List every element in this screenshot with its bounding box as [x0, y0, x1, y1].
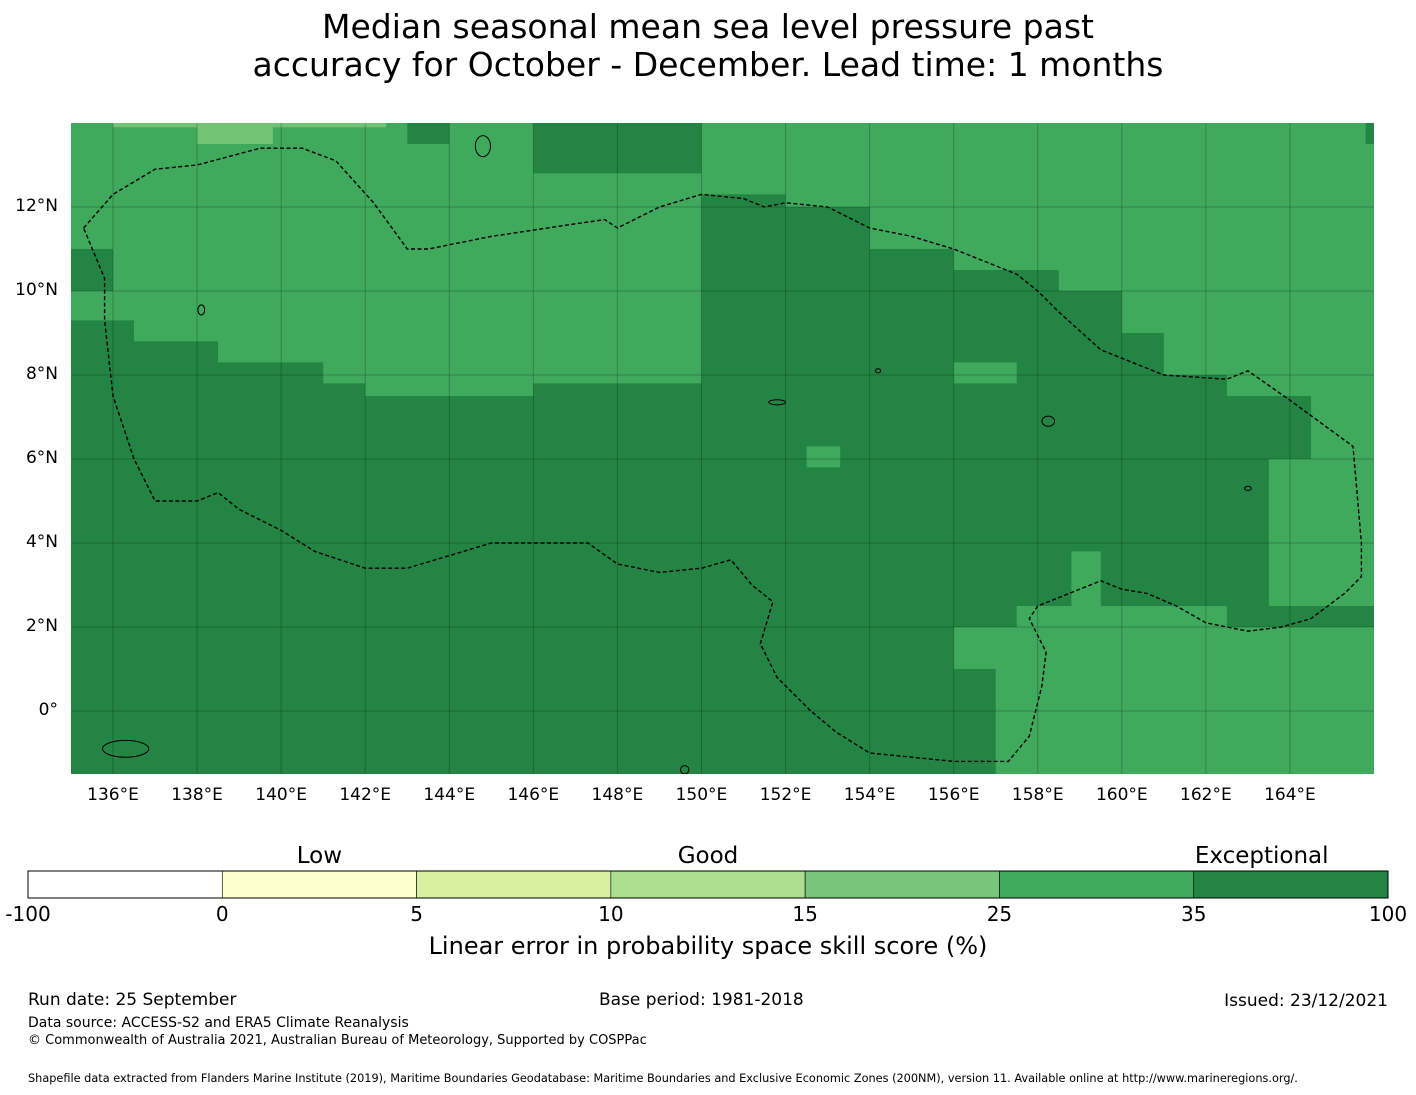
colorbar-category-label: Good [677, 843, 739, 869]
issued-date: Issued: 23/12/2021 [1224, 991, 1388, 1011]
colorbar-segment-0 [27, 870, 223, 899]
skill-region-3 [806, 446, 841, 468]
colorbar-tick-label: 5 [410, 902, 423, 926]
skill-region-7 [533, 123, 702, 174]
island-outline-7 [679, 765, 690, 774]
lat-tick-label: 10°N [15, 280, 58, 300]
lon-tick-label: 152°E [759, 785, 812, 805]
lat-tick-label: 6°N [25, 448, 58, 468]
lon-tick-label: 154°E [843, 785, 896, 805]
colorbar-tick-label: 10 [598, 902, 624, 926]
colorbar-tick-label: 35 [1180, 902, 1207, 926]
base-period: Base period: 1981-2018 [599, 990, 804, 1010]
colorbar-segment-5 [999, 870, 1195, 899]
colorbar-segment-2 [416, 870, 612, 899]
colorbar-tick-label: 0 [215, 902, 229, 926]
colorbar-category-label: Low [296, 843, 343, 869]
island-outline-3 [1244, 485, 1252, 491]
lon-tick-label: 162°E [1180, 785, 1232, 805]
island-outline-4 [768, 399, 787, 406]
colorbar-tick-label: 25 [986, 902, 1013, 926]
lat-tick-label: 0° [38, 700, 58, 720]
lon-tick-label: 150°E [675, 785, 728, 805]
lat-tick-label: 12°N [15, 196, 58, 216]
colorbar-tick-label: -100 [5, 902, 51, 926]
lon-tick-label: 144°E [423, 785, 476, 805]
colorbar-segment-1 [221, 870, 417, 899]
lon-tick-label: 160°E [1095, 785, 1148, 805]
chart-title: Median seasonal mean sea level pressure … [0, 8, 1416, 84]
colorbar-segment-6 [1193, 870, 1389, 899]
island-outline-0 [474, 135, 491, 158]
skill-region-9 [1365, 123, 1374, 144]
island-outline-2 [1041, 415, 1056, 427]
colorbar-tick-label: 100 [1368, 902, 1408, 926]
skill-region-2 [1268, 396, 1374, 606]
eez-boundary [82, 147, 1363, 763]
lon-tick-label: 138°E [171, 785, 223, 805]
skill-region-8 [71, 249, 113, 291]
lon-tick-label: 148°E [591, 785, 644, 805]
lat-tick-label: 2°N [25, 616, 58, 636]
title-line-1: Median seasonal mean sea level pressure … [322, 7, 1094, 46]
skill-region-5 [407, 375, 492, 396]
island-outline-5 [874, 368, 882, 374]
copyright: © Commonwealth of Australia 2021, Austra… [28, 1033, 647, 1048]
lon-tick-label: 164°E [1264, 785, 1316, 805]
colorbar-segment-4 [804, 870, 1000, 899]
lat-tick-label: 8°N [25, 364, 58, 384]
lon-tick-label: 140°E [255, 785, 307, 805]
skill-region-4 [953, 362, 1017, 384]
colorbar-tick-label: 15 [792, 902, 818, 926]
island-outline-1 [197, 304, 206, 316]
colorbar-segment-3 [610, 870, 806, 899]
colorbar-category-label: Exceptional [1194, 843, 1329, 869]
lat-tick-label: 4°N [25, 532, 58, 552]
skill-region-1 [953, 551, 1374, 774]
skill-region-10 [197, 123, 273, 144]
island-outline-6 [102, 739, 150, 758]
colorbar-title: Linear error in probability space skill … [428, 932, 988, 960]
shapefile-credit: Shapefile data extracted from Flanders M… [28, 1072, 1298, 1085]
data-source: Data source: ACCESS-S2 and ERA5 Climate … [28, 1015, 409, 1031]
lon-tick-label: 142°E [339, 785, 392, 805]
skill-region-11 [113, 123, 387, 128]
skill-region-6 [407, 123, 450, 144]
lon-tick-label: 156°E [927, 785, 980, 805]
colorbar-frame [27, 870, 1389, 899]
lon-tick-label: 146°E [507, 785, 560, 805]
lon-tick-label: 136°E [87, 785, 139, 805]
run-date: Run date: 25 September [28, 990, 237, 1010]
title-line-2: accuracy for October - December. Lead ti… [252, 45, 1164, 84]
lon-tick-label: 158°E [1011, 785, 1064, 805]
